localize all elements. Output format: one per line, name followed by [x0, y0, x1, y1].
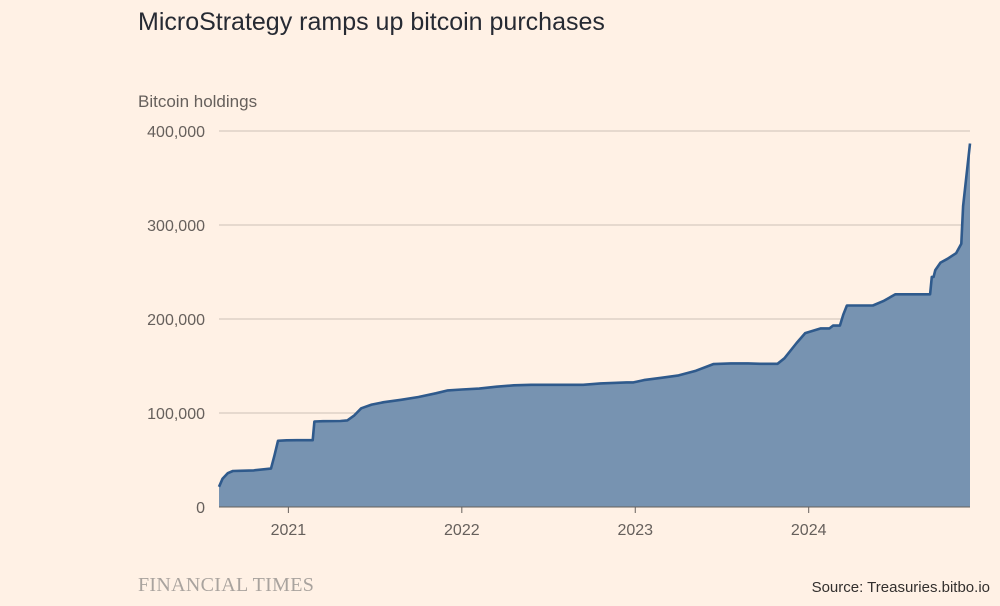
x-tick-label: 2021	[271, 522, 307, 539]
y-axis-label: Bitcoin holdings	[138, 92, 258, 111]
ft-brand-logo: FINANCIAL TIMES	[138, 574, 315, 596]
x-tick-label: 2023	[617, 522, 653, 539]
source-note: Source: Treasuries.bitbo.io	[811, 579, 990, 596]
y-tick-label: 200,000	[147, 312, 205, 329]
x-tick-label: 2022	[444, 522, 480, 539]
y-tick-label: 0	[196, 500, 205, 517]
x-tick-label: 2024	[791, 522, 827, 539]
holdings-area	[219, 143, 970, 507]
axes: 0 100,000 200,000 300,000 400,000 2021 2022 202…	[147, 124, 970, 539]
holdings-line	[217, 143, 972, 488]
y-tick-label: 100,000	[147, 406, 205, 423]
y-tick-label: 400,000	[147, 124, 205, 141]
y-tick-label: 300,000	[147, 218, 205, 235]
plot-area	[217, 143, 972, 507]
chart-title: MicroStrategy ramps up bitcoin purchases	[138, 8, 605, 36]
